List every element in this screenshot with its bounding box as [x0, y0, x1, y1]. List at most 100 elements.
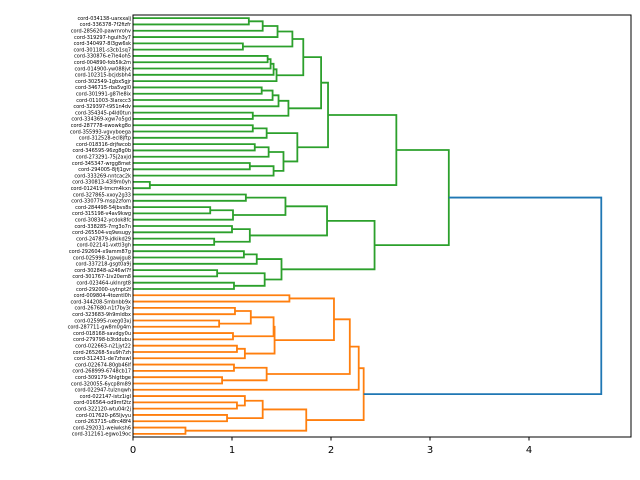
dendrogram-link: [133, 401, 238, 410]
dendrogram-link: [133, 225, 233, 234]
leaf-label: cord-011003-3larxcc3: [76, 98, 131, 104]
leaf-label: cord-301991-g87le8ix: [76, 92, 131, 98]
leaf-label: cord-312431-de7zhswl: [74, 356, 131, 362]
leaf-label: cord-346595-96zg8g0b: [72, 148, 131, 154]
leaf-label: cord-355993-vgvyboega: [70, 129, 131, 135]
dendrogram-link: [133, 89, 274, 101]
leaf-label: cord-337218-gsgt0a9j: [76, 262, 131, 268]
x-axis-tick-label: 2: [328, 445, 334, 456]
leaf-label: cord-292604-x9amm87g: [69, 249, 131, 255]
leaf-label: cord-327865-xxoy2g33: [73, 192, 131, 198]
dendrogram-link: [133, 55, 269, 64]
dendrogram-link: [185, 408, 308, 432]
leaf-label: cord-329397-t951n4dv: [73, 104, 131, 110]
leaf-labels: cord-034138-uarxxaljcord-336378-7f2fizfr…: [68, 16, 132, 438]
plot-border: [132, 14, 632, 438]
dendrogram-link: [133, 165, 275, 177]
leaf-label: cord-018168-savdgy0u: [73, 331, 131, 337]
dendrogram-link: [133, 143, 256, 152]
dendrogram-link: [374, 149, 450, 246]
leaf-label: cord-334369-xgw7o5gd: [71, 117, 131, 123]
dendrogram-link: [133, 124, 254, 133]
leaf-label: cord-247879-jdkikd29: [76, 236, 131, 242]
dendrogram-link: [133, 250, 245, 259]
dendrogram-link: [133, 127, 268, 139]
leaf-label: cord-292031-weiwksh6: [73, 425, 131, 431]
dendrogram-link: [276, 38, 305, 77]
leaf-label: cord-302549-1gbx5gjr: [75, 79, 132, 85]
dendrogram-link: [297, 81, 329, 149]
leaf-label: cord-268999-6748cb17: [72, 369, 131, 375]
leaf-label: cord-322120-wtu04r2j: [75, 406, 131, 412]
leaf-label: cord-333269-nntcac2k: [74, 173, 131, 179]
leaf-label: cord-346715-rba5vgl0: [75, 85, 131, 91]
leaf-label: cord-302848-a246wl7f: [74, 268, 131, 274]
dendrogram-link: [133, 193, 247, 202]
dendrogram-link: [222, 366, 268, 382]
dendrogram-link: [133, 347, 246, 360]
leaf-label: cord-102315-bcjdsbh4: [75, 73, 131, 79]
leaf-label: cord-023464-uklnrgt8: [76, 280, 131, 286]
dendrogram-link: [133, 20, 264, 32]
leaf-label: cord-323683-9h9mldbx: [72, 312, 131, 318]
leaf-label: cord-320055-6ycp8m89: [71, 381, 131, 387]
dendrogram-link: [133, 395, 246, 407]
dendrogram-link: [133, 363, 235, 372]
leaf-label: cord-018316-drjfwcob: [76, 142, 131, 148]
dendrogram-link: [288, 56, 322, 110]
dendrogram-link: [133, 344, 238, 353]
dendrogram-link: [133, 414, 228, 423]
leaf-label: cord-345347-wrgg8met: [72, 161, 131, 167]
dendrogram-link: [266, 318, 351, 375]
dendrogram-link: [133, 206, 212, 215]
dendrogram-link: [133, 181, 151, 190]
leaf-label: cord-267680-n1t7by3r: [74, 306, 131, 312]
dendrogram-link: [133, 111, 254, 120]
leaf-label: cord-022947-tulznqwh: [75, 388, 131, 394]
dendrogram-root-link: [363, 196, 603, 396]
leaf-label: cord-336378-7f2fizfr: [80, 22, 132, 28]
dendrogram-link: [133, 294, 291, 303]
leaf-label: cord-301767-1iv20em8: [72, 274, 131, 280]
leaf-label: cord-263715-u8rc48f4: [75, 419, 131, 425]
leaf-label: cord-014900-yw088jvt: [75, 66, 131, 72]
leaf-label: cord-284498-54jbvs8s: [75, 205, 131, 211]
leaf-label: cord-312161-egwo19oc: [72, 432, 131, 438]
x-axis-tick-label: 4: [526, 445, 532, 456]
dendrogram-link: [232, 316, 275, 338]
dendrogram-link: [133, 237, 216, 246]
leaf-label: cord-265268-5xu9h7zh: [73, 350, 131, 356]
leaf-label: cord-022663-n21jyt22: [75, 343, 131, 349]
leaf-label: cord-287711-gw8m0g4m: [68, 325, 131, 331]
dendrogram-link: [133, 17, 250, 26]
x-axis-tick-label: 0: [130, 445, 136, 456]
leaf-label: cord-330813-43l9m0yh: [72, 180, 131, 186]
leaf-label: cord-287778-ewowkg8o: [71, 123, 131, 129]
leaf-label: cord-025998-1gawjgu8: [73, 255, 131, 261]
dendrogram-link: [249, 205, 328, 237]
leaf-label: cord-009804-4tozntl0h: [74, 293, 131, 299]
leaf-label: cord-022674-80gb46lf: [75, 362, 131, 368]
dendrogram-link: [133, 58, 272, 70]
leaf-label: cord-315198-v4av9kwg: [72, 211, 131, 217]
dendrogram-link: [244, 325, 276, 355]
leaf-label: cord-004890-fob5lk2m: [74, 60, 131, 66]
leaf-label: cord-025995-nxeg03xj: [74, 318, 131, 324]
dendrogram-link: [256, 258, 283, 281]
dendrogram-link: [268, 151, 285, 172]
dendrogram-link: [133, 426, 187, 435]
leaf-label: cord-016564-od9mf2tz: [73, 400, 131, 406]
dendrogram-link: [306, 367, 365, 421]
dendrogram-link: [133, 209, 234, 221]
leaf-label: cord-354345-p4ld0tun: [75, 110, 131, 116]
x-axis-tick-label: 1: [229, 445, 235, 456]
x-axis: 0 1 2 3 4: [130, 437, 532, 456]
leaf-label: cord-285620-pawrnrohv: [71, 29, 131, 35]
leaf-label: cord-308342-ycdok8fc: [75, 218, 131, 224]
leaf-label: cord-330779-msp2zfom: [71, 199, 131, 205]
dendrogram-link: [281, 219, 376, 271]
leaf-label: cord-319297-hgulh3y7: [74, 35, 131, 41]
leaf-label: cord-022147-istz1igl: [80, 394, 131, 400]
